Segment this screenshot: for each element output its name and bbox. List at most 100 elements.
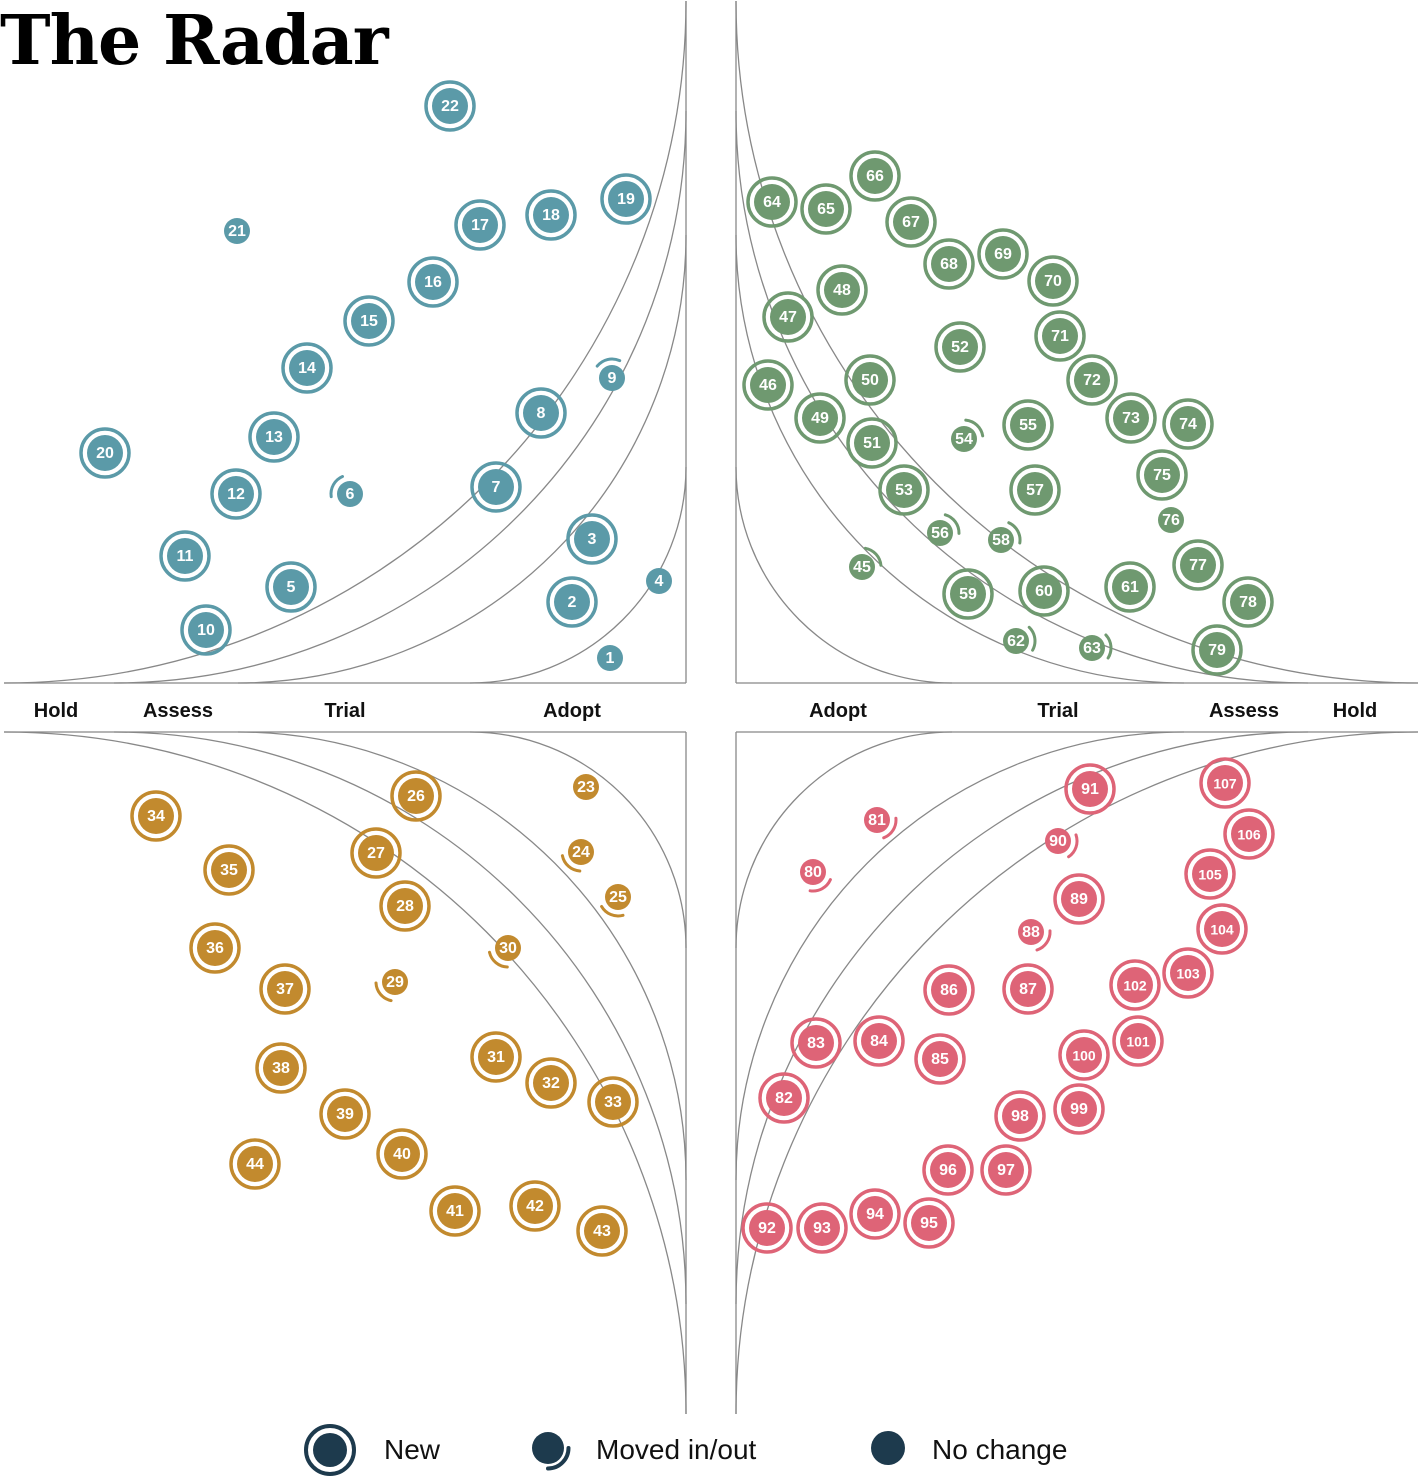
blip-63[interactable]: 63 [1079,633,1113,661]
blip-89[interactable]: 89 [1053,873,1105,925]
blip-54[interactable]: 54 [951,418,985,452]
blip-78[interactable]: 78 [1222,576,1274,628]
blip-103[interactable]: 103 [1162,947,1214,999]
blip-30[interactable]: 30 [488,935,522,969]
blip-10[interactable]: 10 [180,604,232,656]
blip-98[interactable]: 98 [994,1090,1046,1142]
blip-5[interactable]: 5 [265,561,317,613]
blip-31[interactable]: 31 [470,1031,522,1083]
blip-12[interactable]: 12 [210,468,262,520]
blip-74[interactable]: 74 [1162,398,1214,450]
blip-59[interactable]: 59 [942,568,994,620]
blip-48[interactable]: 48 [816,264,868,316]
blip-51[interactable]: 51 [846,417,898,469]
blip-14[interactable]: 14 [281,342,333,394]
blip-35[interactable]: 35 [203,844,255,896]
blip-29[interactable]: 29 [374,969,408,1003]
blip-28[interactable]: 28 [379,880,431,932]
blip-79[interactable]: 79 [1191,624,1243,676]
blip-3[interactable]: 3 [566,513,618,565]
blip-26[interactable]: 26 [390,770,442,822]
blip-64[interactable]: 64 [746,176,798,228]
blip-39[interactable]: 39 [319,1088,371,1140]
blip-46[interactable]: 46 [742,359,794,411]
blip-66[interactable]: 66 [849,150,901,202]
blip-96[interactable]: 96 [922,1144,974,1196]
blip-11[interactable]: 11 [159,530,211,582]
blip-4[interactable]: 4 [646,568,672,594]
blip-71[interactable]: 71 [1034,310,1086,362]
blip-33[interactable]: 33 [587,1076,639,1128]
blip-32[interactable]: 32 [525,1057,577,1109]
blip-36[interactable]: 36 [189,922,241,974]
blip-38[interactable]: 38 [255,1042,307,1094]
blip-73[interactable]: 73 [1105,392,1157,444]
blip-85[interactable]: 85 [914,1033,966,1085]
blip-18[interactable]: 18 [525,189,577,241]
blip-75[interactable]: 75 [1136,449,1188,501]
blip-86[interactable]: 86 [923,964,975,1016]
blip-87[interactable]: 87 [1002,963,1054,1015]
blip-90[interactable]: 90 [1045,828,1079,859]
blip-21[interactable]: 21 [224,218,250,244]
blip-77[interactable]: 77 [1172,539,1224,591]
blip-41[interactable]: 41 [429,1185,481,1237]
blip-72[interactable]: 72 [1066,354,1118,406]
blip-100[interactable]: 100 [1058,1029,1110,1081]
blip-16[interactable]: 16 [407,256,459,308]
blip-53[interactable]: 53 [878,464,930,516]
blip-80[interactable]: 80 [800,859,832,893]
blip-50[interactable]: 50 [844,354,896,406]
blip-37[interactable]: 37 [259,963,311,1015]
blip-2[interactable]: 2 [546,576,598,628]
blip-57[interactable]: 57 [1009,464,1061,516]
blip-22[interactable]: 22 [424,80,476,132]
blip-6[interactable]: 6 [329,475,363,508]
blip-60[interactable]: 60 [1018,565,1070,617]
blip-93[interactable]: 93 [796,1202,848,1254]
blip-44[interactable]: 44 [229,1138,281,1190]
blip-7[interactable]: 7 [470,461,522,513]
blip-91[interactable]: 91 [1064,763,1116,815]
blip-55[interactable]: 55 [1002,399,1054,451]
blip-97[interactable]: 97 [980,1144,1032,1196]
blip-95[interactable]: 95 [903,1197,955,1249]
blip-27[interactable]: 27 [350,827,402,879]
blip-13[interactable]: 13 [248,411,300,463]
blip-47[interactable]: 47 [762,291,814,343]
blip-81[interactable]: 81 [864,807,898,840]
blip-52[interactable]: 52 [934,321,986,373]
blip-25[interactable]: 25 [600,884,631,918]
blip-56[interactable]: 56 [927,513,961,546]
blip-105[interactable]: 105 [1184,848,1236,900]
blip-15[interactable]: 15 [343,295,395,347]
blip-9[interactable]: 9 [595,357,625,391]
blip-107[interactable]: 107 [1199,757,1251,809]
blip-43[interactable]: 43 [576,1205,628,1257]
blip-104[interactable]: 104 [1196,903,1248,955]
blip-101[interactable]: 101 [1112,1015,1164,1067]
blip-88[interactable]: 88 [1018,919,1052,952]
blip-69[interactable]: 69 [977,228,1029,280]
blip-42[interactable]: 42 [509,1180,561,1232]
blip-20[interactable]: 20 [79,427,131,479]
blip-94[interactable]: 94 [849,1188,901,1240]
blip-106[interactable]: 106 [1223,808,1275,860]
blip-19[interactable]: 19 [600,173,652,225]
blip-76[interactable]: 76 [1158,507,1184,533]
blip-62[interactable]: 62 [1003,625,1037,654]
blip-82[interactable]: 82 [758,1072,810,1124]
blip-17[interactable]: 17 [454,199,506,251]
blip-34[interactable]: 34 [130,790,182,842]
blip-61[interactable]: 61 [1104,561,1156,613]
blip-83[interactable]: 83 [790,1017,842,1069]
blip-40[interactable]: 40 [376,1128,428,1180]
blip-68[interactable]: 68 [923,238,975,290]
blip-65[interactable]: 65 [800,183,852,235]
blip-102[interactable]: 102 [1109,959,1161,1011]
blip-45[interactable]: 45 [849,546,883,580]
blip-67[interactable]: 67 [885,196,937,248]
blip-58[interactable]: 58 [988,521,1022,553]
blip-70[interactable]: 70 [1027,255,1079,307]
blip-8[interactable]: 8 [515,387,567,439]
